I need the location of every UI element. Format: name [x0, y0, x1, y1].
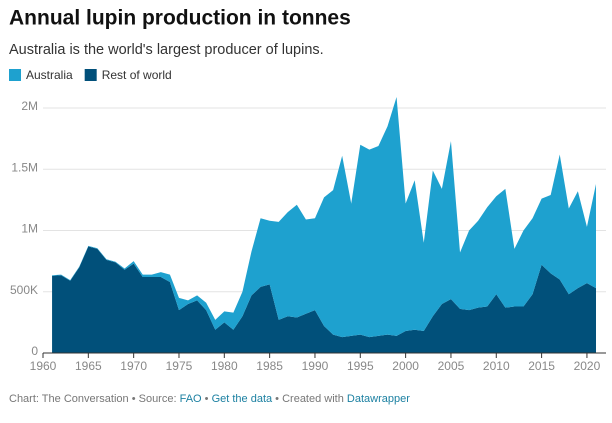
legend: Australia Rest of world [9, 68, 172, 82]
footer: Chart: The Conversation • Source: FAO • … [9, 393, 410, 405]
y-tick-label: 2M [21, 99, 38, 113]
x-tick-label: 2000 [392, 359, 419, 373]
x-tick-label: 1960 [30, 359, 57, 373]
chart-subtitle: Australia is the world's largest produce… [9, 42, 324, 58]
y-tick-label: 500K [10, 283, 38, 297]
x-tick-label: 2015 [528, 359, 555, 373]
separator: • [272, 393, 282, 405]
created: Created with [282, 393, 344, 405]
legend-swatch [9, 69, 21, 81]
credit: Chart: The Conversation [9, 393, 129, 405]
area [52, 246, 597, 353]
y-tick-label: 1.5M [11, 160, 38, 174]
x-tick-label: 2010 [483, 359, 510, 373]
x-tick-label: 1985 [256, 359, 283, 373]
chart-title: Annual lupin production in tonnes [9, 7, 351, 30]
plot: 0 500K 1M 1.5M 2M 1960 1965 1970 1975 1980 1985 199… [10, 96, 606, 373]
legend-label: Rest of world [102, 68, 172, 82]
separator: • [129, 393, 139, 405]
tool-link[interactable]: Datawrapper [347, 393, 410, 405]
source-link[interactable]: FAO [180, 393, 202, 405]
area [52, 96, 597, 338]
y-tick-label: 1M [21, 222, 38, 236]
x-tick-label: 1980 [211, 359, 238, 373]
x-tick-label: 1965 [75, 359, 102, 373]
x-tick-label: 1970 [120, 359, 147, 373]
source-label: Source: [139, 393, 177, 405]
legend-swatch [84, 69, 97, 81]
x-tick-label: 1975 [166, 359, 193, 373]
legend-label: Australia [26, 68, 73, 82]
separator: • [202, 393, 212, 405]
get-data-link[interactable]: Get the data [212, 393, 273, 405]
x-tick-label: 1990 [302, 359, 329, 373]
x-tick-label: 2005 [438, 359, 465, 373]
y-tick-label: 0 [31, 344, 38, 358]
x-tick-label: 1995 [347, 359, 374, 373]
x-tick-label: 2020 [574, 359, 601, 373]
